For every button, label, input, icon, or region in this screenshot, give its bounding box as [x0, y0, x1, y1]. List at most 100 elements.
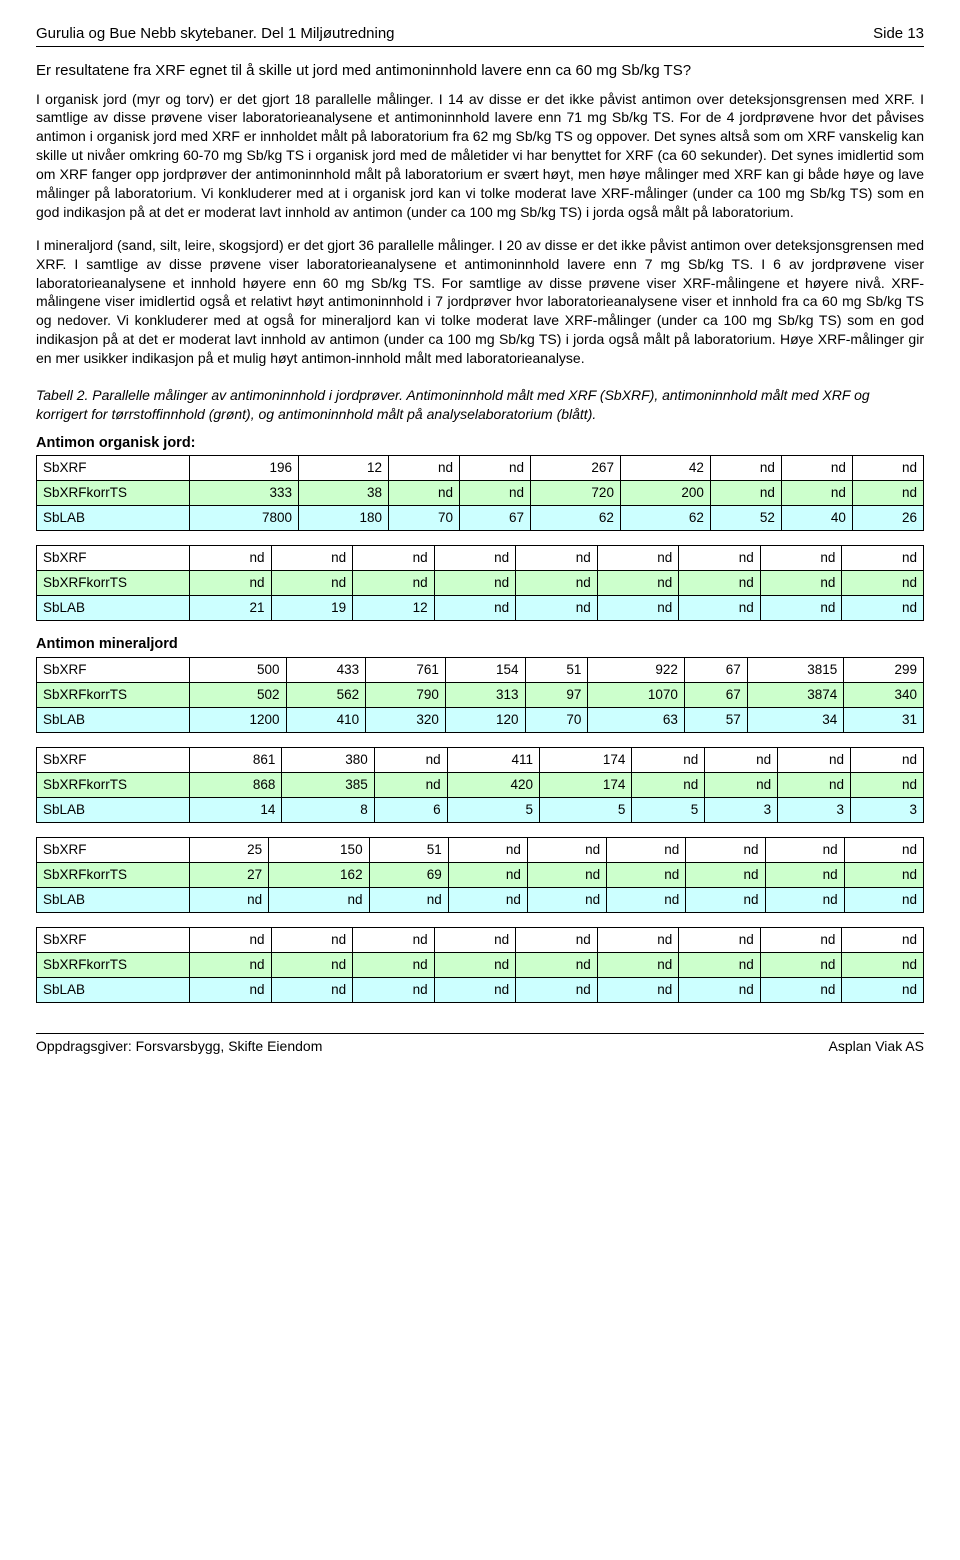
row-label: SbLAB — [37, 797, 190, 822]
table-cell: nd — [353, 952, 435, 977]
table-section-title: Antimon mineraljord — [36, 635, 924, 655]
table-cell: nd — [679, 977, 761, 1002]
table-cell: 433 — [286, 657, 366, 682]
table-cell: nd — [190, 546, 272, 571]
row-label: SbLAB — [37, 887, 190, 912]
table-cell: nd — [448, 862, 527, 887]
table-cell: nd — [632, 747, 705, 772]
table-cell: 562 — [286, 682, 366, 707]
table-cell: 62 — [530, 506, 620, 531]
table-cell: nd — [851, 747, 924, 772]
table-cell: 1200 — [190, 707, 287, 732]
table-cell: nd — [607, 862, 686, 887]
table-cell: nd — [527, 837, 606, 862]
table-cell: nd — [271, 927, 353, 952]
table-cell: nd — [597, 546, 679, 571]
table-cell: nd — [353, 977, 435, 1002]
table-row: SbXRFkorrTSndndndndndndndndnd — [37, 571, 924, 596]
data-table: SbXRF19612ndnd26742ndndndSbXRFkorrTS3333… — [36, 455, 924, 531]
table-cell: 34 — [747, 707, 844, 732]
table-cell: 14 — [190, 797, 282, 822]
table-cell: nd — [516, 571, 598, 596]
table-cell: nd — [434, 952, 516, 977]
table-cell: 502 — [190, 682, 287, 707]
table-cell: nd — [632, 772, 705, 797]
table-row: SbLAB211912ndndndndndnd — [37, 596, 924, 621]
table-cell: 67 — [684, 682, 747, 707]
table-cell: nd — [597, 952, 679, 977]
table-cell: nd — [516, 952, 598, 977]
table-cell: nd — [597, 596, 679, 621]
table-row: SbLAB780018070676262524026 — [37, 506, 924, 531]
table-cell: nd — [434, 977, 516, 1002]
table-cell: 7800 — [190, 506, 299, 531]
table-row: SbXRFkorrTS2716269ndndndndndnd — [37, 862, 924, 887]
table-cell: nd — [760, 546, 842, 571]
table-cell: nd — [842, 546, 924, 571]
table-cell: nd — [679, 927, 761, 952]
table-cell: 5 — [447, 797, 539, 822]
table-cell: 3874 — [747, 682, 844, 707]
table-row: SbXRFkorrTS868385nd420174ndndndnd — [37, 772, 924, 797]
table-cell: nd — [842, 927, 924, 952]
table-cell: nd — [760, 977, 842, 1002]
table-row: SbXRF19612ndnd26742ndndnd — [37, 456, 924, 481]
table-row: SbLAB1486555333 — [37, 797, 924, 822]
row-label: SbXRF — [37, 837, 190, 862]
table-cell: nd — [705, 772, 778, 797]
table-caption: Tabell 2. Parallelle målinger av antimon… — [36, 386, 924, 424]
table-cell: 97 — [525, 682, 588, 707]
table-cell: 26 — [852, 506, 923, 531]
table-cell: 385 — [282, 772, 374, 797]
table-cell: nd — [190, 571, 272, 596]
row-label: SbXRFkorrTS — [37, 772, 190, 797]
table-cell: nd — [842, 596, 924, 621]
table-cell: nd — [516, 927, 598, 952]
table-cell: 790 — [366, 682, 446, 707]
table-cell: nd — [710, 481, 781, 506]
table-cell: 333 — [190, 481, 299, 506]
table-row: SbXRF861380nd411174ndndndnd — [37, 747, 924, 772]
data-table: SbXRFndndndndndndndndndSbXRFkorrTSndndnd… — [36, 927, 924, 1003]
page-header: Gurulia og Bue Nebb skytebaner. Del 1 Mi… — [36, 24, 924, 47]
table-cell: 150 — [269, 837, 369, 862]
table-cell: 761 — [366, 657, 446, 682]
table-cell: nd — [844, 862, 923, 887]
table-row: SbXRF50043376115451922673815299 — [37, 657, 924, 682]
table-cell: nd — [765, 887, 844, 912]
table-cell: nd — [607, 887, 686, 912]
row-label: SbXRF — [37, 747, 190, 772]
table-cell: nd — [190, 977, 272, 1002]
table-cell: nd — [760, 571, 842, 596]
table-cell: nd — [781, 481, 852, 506]
table-cell: 411 — [447, 747, 539, 772]
table-cell: nd — [369, 887, 448, 912]
table-cell: 174 — [540, 772, 632, 797]
table-cell: nd — [842, 952, 924, 977]
table-cell: nd — [459, 456, 530, 481]
table-cell: 5 — [540, 797, 632, 822]
table-cell: nd — [686, 862, 765, 887]
row-label: SbLAB — [37, 707, 190, 732]
table-cell: 69 — [369, 862, 448, 887]
table-cell: nd — [190, 927, 272, 952]
table-cell: 180 — [299, 506, 389, 531]
table-cell: 313 — [445, 682, 525, 707]
table-cell: nd — [679, 596, 761, 621]
table-cell: nd — [781, 456, 852, 481]
table-cell: 3815 — [747, 657, 844, 682]
table-cell: 67 — [459, 506, 530, 531]
table-cell: 410 — [286, 707, 366, 732]
row-label: SbXRFkorrTS — [37, 682, 190, 707]
table-row: SbXRFndndndndndndndndnd — [37, 546, 924, 571]
row-label: SbLAB — [37, 977, 190, 1002]
table-cell: 42 — [620, 456, 710, 481]
table-cell: nd — [389, 481, 460, 506]
table-cell: 70 — [389, 506, 460, 531]
data-table: SbXRF2515051ndndndndndndSbXRFkorrTS27162… — [36, 837, 924, 913]
footer-right: Asplan Viak AS — [829, 1037, 924, 1056]
table-cell: nd — [679, 571, 761, 596]
table-cell: 25 — [190, 837, 269, 862]
table-cell: 52 — [710, 506, 781, 531]
table-cell: 27 — [190, 862, 269, 887]
